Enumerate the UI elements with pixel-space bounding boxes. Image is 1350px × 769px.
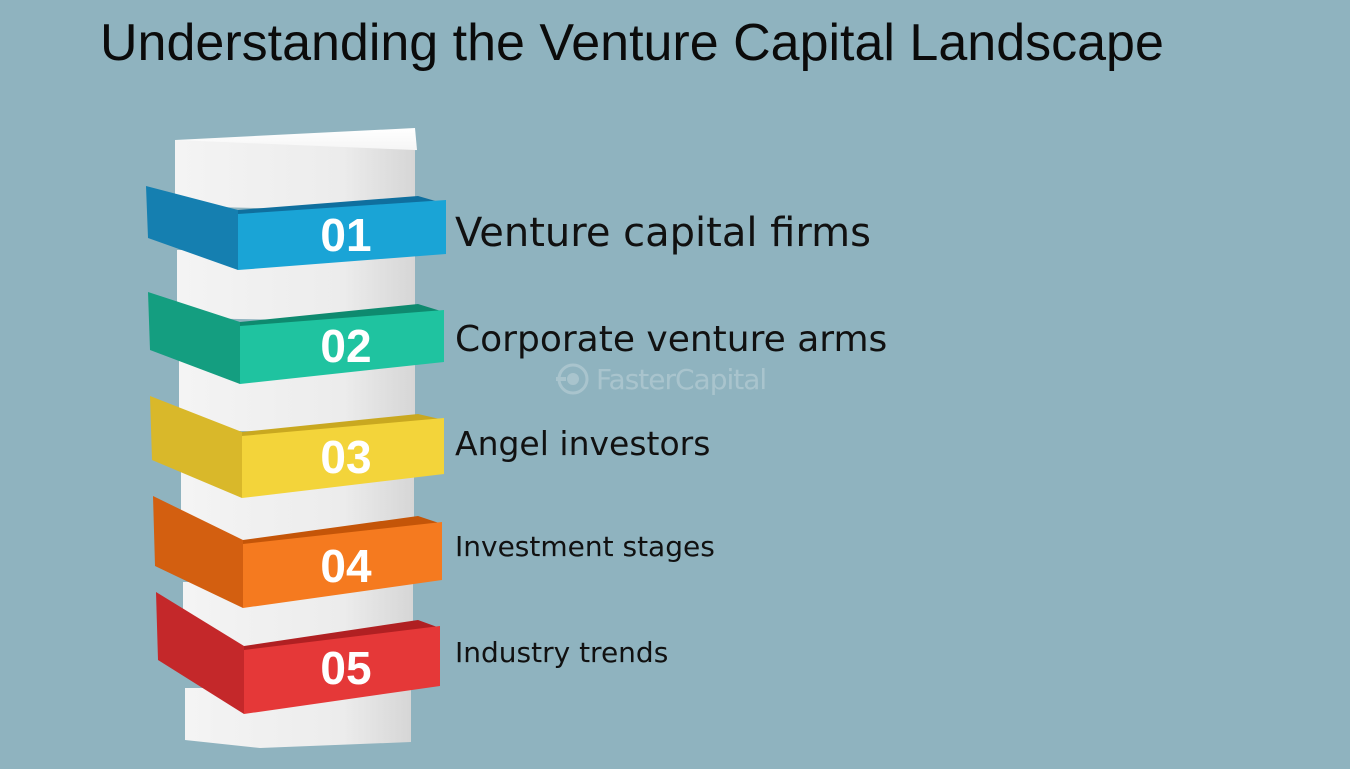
item-label-05: Industry trends — [455, 636, 669, 669]
watermark-logo-icon — [556, 363, 589, 395]
item-label-01: Venture capital firms — [455, 210, 871, 256]
number-02: 02 — [320, 320, 371, 372]
band-05: 05 — [156, 592, 440, 714]
item-label-04: Investment stages — [455, 530, 715, 563]
item-label-03: Angel investors — [455, 424, 711, 463]
watermark-text: FasterCapital — [596, 362, 767, 396]
item-label-02: Corporate venture arms — [455, 319, 888, 360]
number-05: 05 — [320, 642, 371, 694]
number-03: 03 — [320, 431, 371, 483]
band-02: 02 — [148, 292, 444, 384]
watermark: FasterCapital — [556, 362, 767, 396]
band-01: 01 — [146, 186, 446, 270]
band-04: 04 — [153, 496, 442, 608]
band-03: 03 — [150, 396, 444, 498]
page-title: Understanding the Venture Capital Landsc… — [100, 14, 1164, 72]
white-block-1 — [175, 128, 417, 212]
number-01: 01 — [320, 209, 371, 261]
number-04: 04 — [320, 540, 372, 592]
